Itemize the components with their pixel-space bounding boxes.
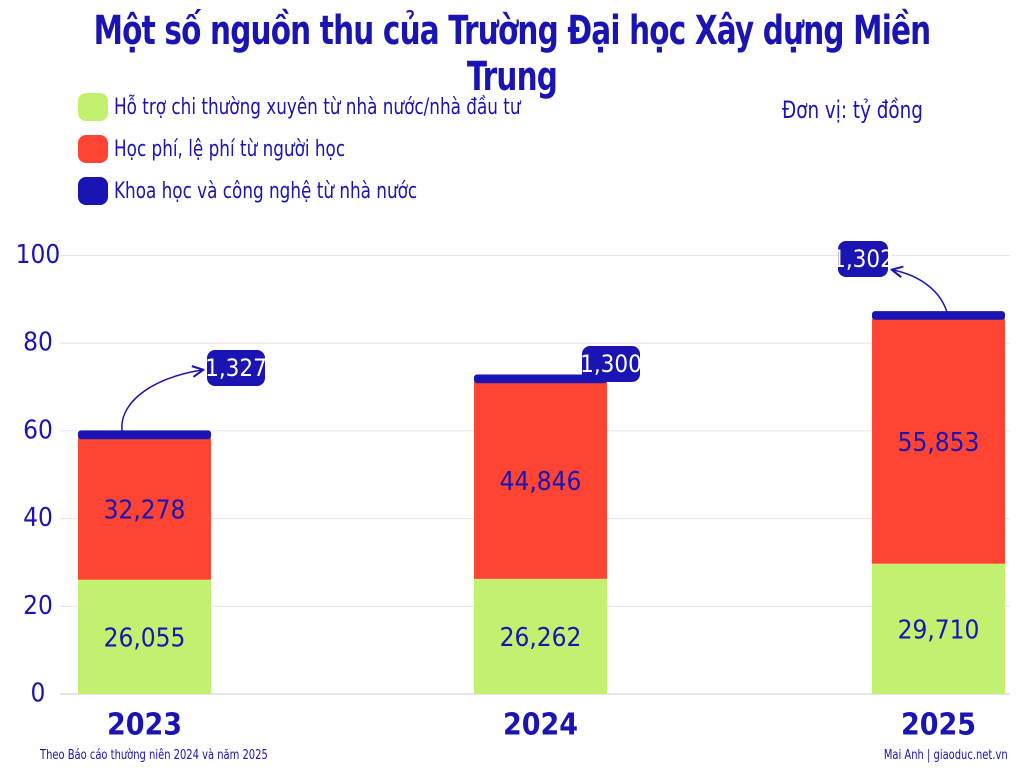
chart-title: Một số nguồn thu của Trường Đại học Xây … — [93, 8, 932, 100]
bar-segment-support — [78, 579, 211, 694]
bar-segment-tuition — [78, 438, 211, 580]
bar-segment-science — [872, 311, 1005, 320]
y-tick-label: 100 — [16, 240, 61, 270]
legend: Hỗ trợ chi thường xuyên từ nhà nước/nhà … — [78, 86, 592, 212]
x-tick-label: 2025 — [901, 708, 976, 743]
arrow-connector — [121, 370, 202, 437]
x-tick-label: 2023 — [107, 708, 182, 743]
data-label: 55,853 — [898, 428, 980, 458]
y-tick-label: 40 — [23, 503, 53, 533]
legend-label: Khoa học và công nghệ từ nhà nước — [114, 178, 418, 204]
legend-swatch-red — [78, 135, 108, 163]
legend-swatch-green — [78, 93, 108, 121]
source-note: Theo Báo cáo thường niên 2024 và năm 202… — [40, 748, 268, 763]
bar-segment-tuition — [474, 382, 607, 579]
legend-item-tuition: Học phí, lệ phí từ người học — [78, 128, 592, 170]
legend-label: Hỗ trợ chi thường xuyên từ nhà nước/nhà … — [114, 94, 521, 120]
data-label: 44,846 — [500, 467, 582, 497]
y-tick-label: 20 — [23, 591, 53, 621]
value-badge — [838, 241, 888, 277]
legend-item-support: Hỗ trợ chi thường xuyên từ nhà nước/nhà … — [78, 86, 592, 128]
badge-label: 1,327 — [205, 354, 267, 382]
data-label: 29,710 — [898, 615, 980, 645]
legend-label: Học phí, lệ phí từ người học — [114, 136, 346, 162]
x-tick-label: 2024 — [503, 708, 578, 743]
bar-segment-support — [474, 578, 607, 694]
bar-segment-science — [474, 374, 607, 384]
y-tick-label: 60 — [23, 415, 53, 445]
data-label: 26,055 — [104, 623, 186, 653]
bar-segment-science — [78, 430, 211, 440]
bar-segment-tuition — [872, 318, 1005, 564]
arrow-connector — [893, 270, 949, 317]
legend-item-science: Khoa học và công nghệ từ nhà nước — [78, 170, 592, 212]
credit-note: Mai Anh | giaoduc.net.vn — [884, 748, 1008, 763]
y-tick-label: 0 — [31, 679, 46, 709]
badge-label: 1,302 — [832, 245, 894, 273]
y-tick-label: 80 — [23, 328, 53, 358]
unit-label: Đơn vị: tỷ đồng — [782, 96, 923, 124]
data-label: 26,262 — [500, 623, 582, 653]
bar-segment-support — [872, 563, 1005, 694]
value-badge — [207, 350, 265, 386]
badge-label: 1,300 — [580, 350, 642, 378]
legend-swatch-blue — [78, 177, 108, 205]
data-label: 32,278 — [104, 495, 186, 525]
value-badge — [582, 346, 640, 382]
